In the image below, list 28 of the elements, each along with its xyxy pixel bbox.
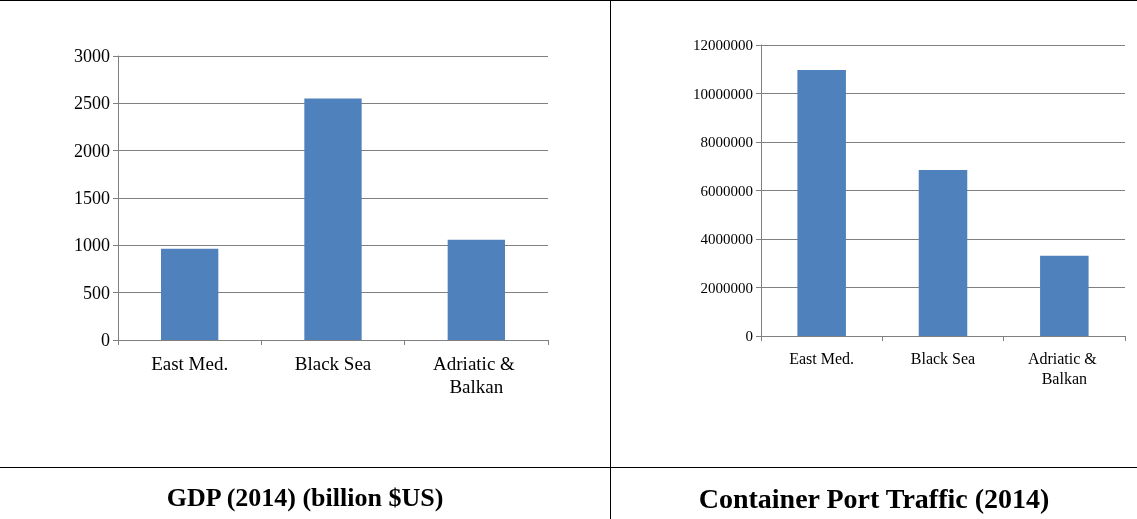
y-tick-label: 3000 <box>74 46 110 66</box>
y-tick-label: 12000000 <box>693 37 753 53</box>
y-tick-label: 10000000 <box>693 85 753 102</box>
bar <box>797 69 846 336</box>
bar <box>304 98 362 340</box>
bar <box>918 169 968 336</box>
x-tick-label: Adriatic & Balkan <box>1027 349 1101 387</box>
y-tick-label: 0 <box>101 330 110 350</box>
y-tick-label: 2500 <box>74 93 110 114</box>
y-tick-label: 2000 <box>74 140 110 161</box>
y-tick-label: 0 <box>745 328 753 344</box>
y-tick-label: 8000000 <box>700 134 753 150</box>
text: GDP (2014) (billion $US) <box>166 482 444 512</box>
x-tick-label: Black Sea <box>910 349 976 367</box>
bar <box>447 239 505 340</box>
bar <box>1040 255 1089 336</box>
y-tick-label: 4000000 <box>700 231 753 247</box>
x-tick-label: East Med. <box>151 353 229 374</box>
x-tick-label: Black Sea <box>294 353 372 374</box>
x-tick-label: East Med. <box>789 349 855 367</box>
y-tick-label: 500 <box>83 282 110 303</box>
text: Container Port Traffic (2014) <box>698 482 1050 514</box>
y-tick-label: 1500 <box>74 188 110 208</box>
y-tick-label: 1000 <box>74 235 110 256</box>
bar <box>161 248 219 340</box>
y-tick-label: 6000000 <box>700 182 753 199</box>
x-tick-label: Adriatic & Balkan <box>433 353 520 397</box>
y-tick-label: 2000000 <box>700 279 753 296</box>
